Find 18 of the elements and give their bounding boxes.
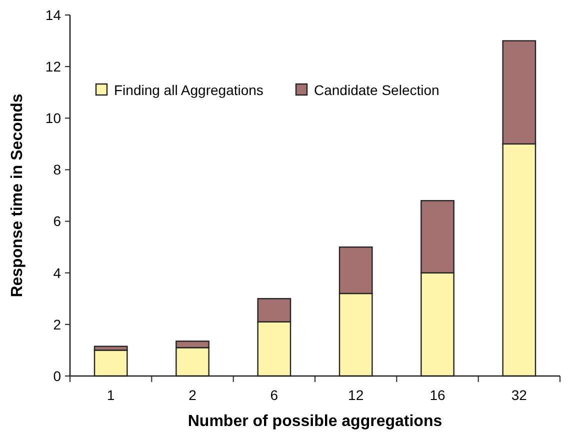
x-tick-label: 12 [348, 387, 364, 403]
legend-label: Finding all Aggregations [114, 82, 264, 98]
y-axis-title: Response time in Seconds [9, 94, 26, 298]
y-tick-label: 8 [53, 162, 62, 178]
y-tick-label: 10 [45, 110, 62, 126]
y-tick-label: 2 [53, 316, 62, 332]
y-tick-label: 12 [45, 58, 62, 74]
x-tick-label: 16 [430, 387, 446, 403]
y-tick-label: 14 [45, 6, 62, 23]
y-tick-label: 6 [53, 213, 62, 230]
y-tick-label: 4 [53, 264, 62, 281]
legend-label: Candidate Selection [314, 82, 440, 98]
x-tick-label: 6 [270, 387, 278, 403]
x-tick-label: 2 [188, 387, 197, 403]
x-tick-label: 32 [511, 387, 528, 403]
y-tick-label: 0 [53, 368, 62, 384]
x-axis-title: Number of possible aggregations [188, 413, 442, 430]
x-tick-label: 1 [106, 387, 115, 403]
